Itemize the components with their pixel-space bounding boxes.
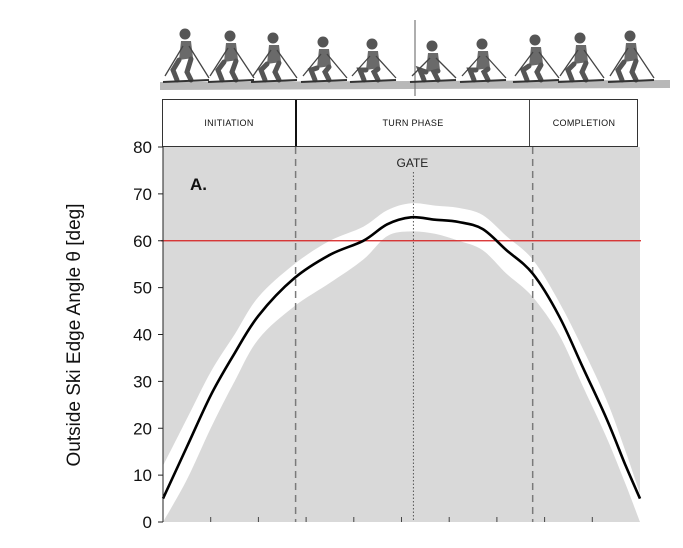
skier-figure-3 (250, 32, 298, 83)
y-tick-label-50: 50 (133, 279, 152, 298)
mean-edge-angle-line (161, 215, 642, 500)
y-tick-label-20: 20 (133, 419, 152, 438)
skier-figure-10 (607, 30, 655, 83)
y-tick-label-30: 30 (133, 372, 152, 391)
skier-figure-9 (557, 32, 605, 83)
panel-label: A. (190, 175, 207, 194)
skier-figure-7 (459, 38, 507, 83)
y-tick-label-80: 80 (133, 138, 152, 157)
skier-figure-4 (300, 36, 348, 83)
skier-figure-5 (349, 38, 397, 83)
skier-sequence-illustration (160, 20, 670, 96)
y-axis-label: Outside Ski Edge Angle θ [deg] (64, 203, 85, 467)
skier-figure-8 (512, 34, 560, 83)
y-tick-label-60: 60 (133, 232, 152, 251)
phase-initiation-label: INITIATION (163, 100, 297, 146)
y-tick-label-40: 40 (133, 326, 152, 345)
phase-bar: INITIATION TURN PHASE COMPLETION (162, 99, 638, 147)
skier-figure-1 (162, 28, 210, 83)
y-tick-label-0: 0 (143, 513, 152, 532)
phase-turn-label: TURN PHASE (382, 118, 444, 128)
y-tick-label-10: 10 (133, 466, 152, 485)
skier-figure-6 (409, 40, 457, 83)
y-tick-label-70: 70 (133, 185, 152, 204)
variability-band (163, 203, 640, 522)
skier-figure-2 (207, 30, 255, 83)
phase-completion-label: COMPLETION (529, 100, 638, 146)
gate-label: GATE (397, 156, 429, 170)
